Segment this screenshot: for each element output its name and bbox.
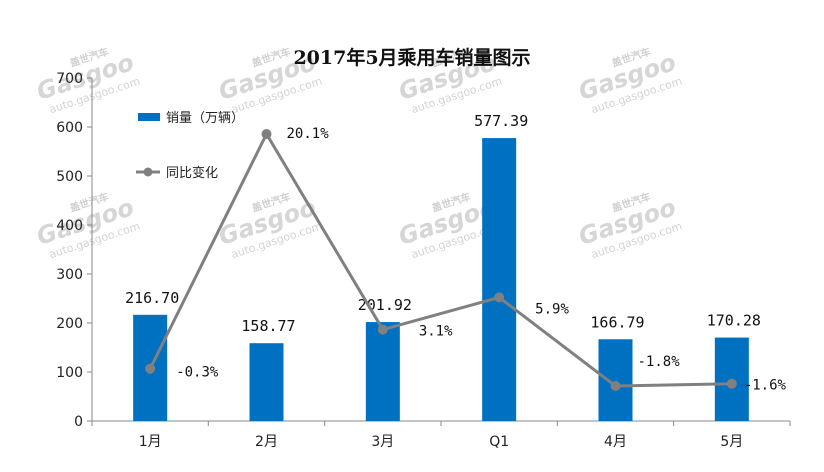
- chart-title: 2017年5月乘用车销量图示: [293, 46, 530, 69]
- line-value-label: -0.3%: [176, 365, 219, 381]
- line-value-label: -1.6%: [744, 378, 787, 394]
- x-tick-label: 3月: [371, 434, 394, 450]
- line-value-label: -1.8%: [638, 354, 681, 370]
- x-tick-label: 4月: [604, 434, 627, 450]
- bar: [365, 322, 400, 421]
- line-point: [261, 129, 272, 139]
- y-axis: 0 100 200 300 400 500 600 700: [56, 71, 93, 430]
- line-series: -0.3% 20.1% 3.1% 5.9% -1.8% -1.6%: [145, 126, 787, 394]
- bar: [482, 138, 517, 421]
- line-point: [145, 363, 156, 374]
- legend-bar-label: 销量（万辆）: [166, 111, 244, 126]
- y-tick-label: 100: [56, 365, 83, 381]
- y-tick-label: 0: [74, 414, 83, 430]
- y-tick-label: 400: [56, 218, 83, 234]
- line-point: [610, 381, 621, 391]
- legend: 销量（万辆） 同比变化: [136, 111, 244, 181]
- x-tick-label: Q1: [489, 434, 509, 450]
- legend-line-marker: [143, 167, 153, 177]
- line-point: [377, 324, 388, 335]
- x-axis: 1月 2月 3月 Q1 4月 5月: [91, 420, 791, 450]
- legend-bar-swatch: [138, 113, 160, 121]
- bar-value-label: 158.77: [241, 317, 295, 335]
- line-value-label: 20.1%: [287, 126, 330, 142]
- bar: [249, 343, 284, 421]
- legend-line-label: 同比变化: [166, 165, 218, 181]
- bar-value-label: 216.70: [125, 289, 179, 307]
- bar-value-label: 170.28: [707, 312, 761, 330]
- x-tick-label: 2月: [255, 434, 278, 450]
- line-value-label: 3.1%: [419, 324, 453, 340]
- y-tick-label: 300: [56, 267, 83, 283]
- line-value-label: 5.9%: [535, 301, 569, 317]
- y-tick-label: 700: [56, 71, 83, 87]
- y-tick-label: 600: [56, 120, 83, 136]
- bar: [598, 339, 633, 421]
- line-point: [494, 292, 505, 303]
- x-tick-label: 1月: [139, 434, 162, 450]
- y-tick-label: 500: [56, 169, 83, 185]
- line-path: [148, 132, 732, 388]
- bar-value-label: 577.39: [474, 112, 528, 130]
- bar-value-label: 166.79: [590, 313, 644, 331]
- line-point: [726, 378, 737, 389]
- y-tick-label: 200: [56, 316, 83, 332]
- x-tick-label: 5月: [720, 434, 743, 450]
